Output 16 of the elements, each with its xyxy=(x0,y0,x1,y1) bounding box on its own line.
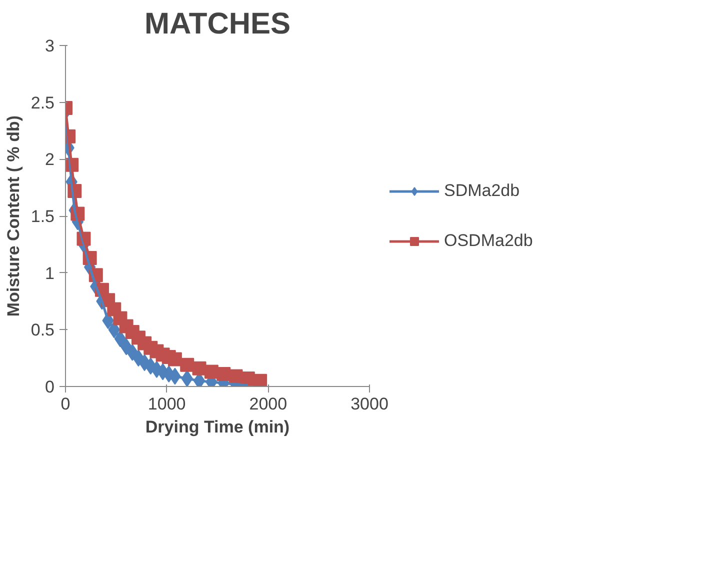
y-axis-title: Moisture Content ( % db) xyxy=(4,115,23,317)
x-tick-label: 3000 xyxy=(350,394,388,414)
legend-label: OSDMa2db xyxy=(444,230,533,250)
y-tick-label: 1 xyxy=(45,264,55,283)
y-tick-label: 0.5 xyxy=(30,320,55,340)
y-tick-label: 3 xyxy=(45,36,55,56)
y-tick-label: 2.5 xyxy=(30,93,55,112)
y-tick-label: 0 xyxy=(45,378,55,396)
y-tick-label: 2 xyxy=(45,150,55,170)
y-tick-label: 1.5 xyxy=(30,207,55,226)
x-axis-title: Drying Time (min) xyxy=(145,418,290,436)
x-tick-label: 2000 xyxy=(249,394,288,414)
legend-label: SDMa2db xyxy=(444,180,520,200)
chart-title: MATCHES xyxy=(144,8,291,40)
x-tick-label: 1000 xyxy=(148,394,186,414)
x-tick-label: 0 xyxy=(60,394,70,414)
